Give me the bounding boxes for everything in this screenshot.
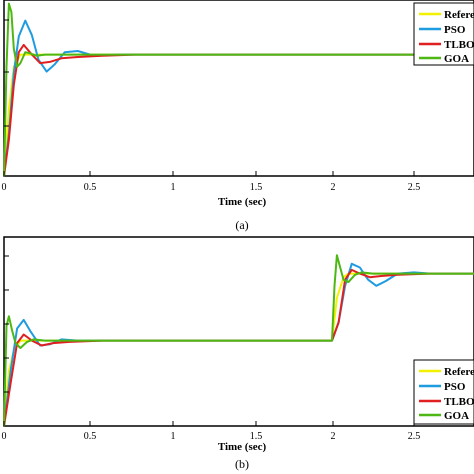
panel-a-xtick-label-3: 1.5 xyxy=(250,182,263,193)
panel-b: 0 0.5 1 1.5 2 2.5 Time (sec) (b) Refere … xyxy=(2,236,474,471)
panel-a-legend-label-2: TLBO xyxy=(444,39,474,51)
panel-b-legend-label-3: GOA xyxy=(444,410,469,422)
panel-b-y-ticks xyxy=(4,255,9,393)
panel-a-xtick-label-0: 0 xyxy=(2,182,7,193)
panel-a-caption: (a) xyxy=(235,218,248,232)
panel-b-xtick-label-5: 2.5 xyxy=(408,431,421,442)
panel-b-x-axis-label: Time (sec) xyxy=(218,441,267,453)
panel-a-xtick-label-2: 1 xyxy=(171,182,176,193)
panel-b-series xyxy=(3,254,474,427)
panel-b-x-ticks: 0 0.5 1 1.5 2 2.5 xyxy=(2,421,421,442)
panel-b-xtick-label-0: 0 xyxy=(2,431,7,442)
panel-a-axes-frame xyxy=(3,0,474,177)
panel-a-series-goa-line xyxy=(3,2,474,177)
panel-a-xtick-label-4: 2 xyxy=(331,182,336,193)
panel-b-xtick-label-2: 1 xyxy=(171,431,176,442)
panel-b-legend-label-1: PSO xyxy=(444,381,466,393)
panel-a-legend-label-1: PSO xyxy=(444,24,466,36)
panel-a-legend-label-3: GOA xyxy=(444,53,469,65)
panel-b-xtick-label-1: 0.5 xyxy=(84,431,97,442)
panel-a-xtick-label-1: 0.5 xyxy=(84,182,97,193)
panel-a-series xyxy=(3,2,474,177)
panel-a-y-ticks xyxy=(4,19,9,127)
panel-b-legend-label-0: Refere xyxy=(444,366,474,378)
panel-b-caption: (b) xyxy=(235,457,249,471)
panel-b-xtick-label-3: 1.5 xyxy=(250,431,263,442)
panel-b-legend-label-2: TLBO xyxy=(444,396,474,408)
panel-a-xtick-label-5: 2.5 xyxy=(408,182,421,193)
panel-a: 0 0.5 1 1.5 2 2.5 Time (sec) (a) Refere … xyxy=(2,0,474,232)
panel-b-series-goa-line xyxy=(3,254,474,427)
panel-a-series-tlbo-line xyxy=(3,43,474,177)
panel-b-axes-frame xyxy=(3,236,474,427)
panel-a-x-ticks: 0 0.5 1 1.5 2 2.5 xyxy=(2,171,421,193)
panel-a-legend: Refere PSO TLBO GOA xyxy=(413,2,474,66)
panel-b-xtick-label-4: 2 xyxy=(331,431,336,442)
panel-a-x-axis-label: Time (sec) xyxy=(218,196,267,208)
panel-b-legend: Refere PSO TLBO GOA xyxy=(413,359,474,425)
panel-a-legend-label-0: Refere xyxy=(444,9,474,21)
